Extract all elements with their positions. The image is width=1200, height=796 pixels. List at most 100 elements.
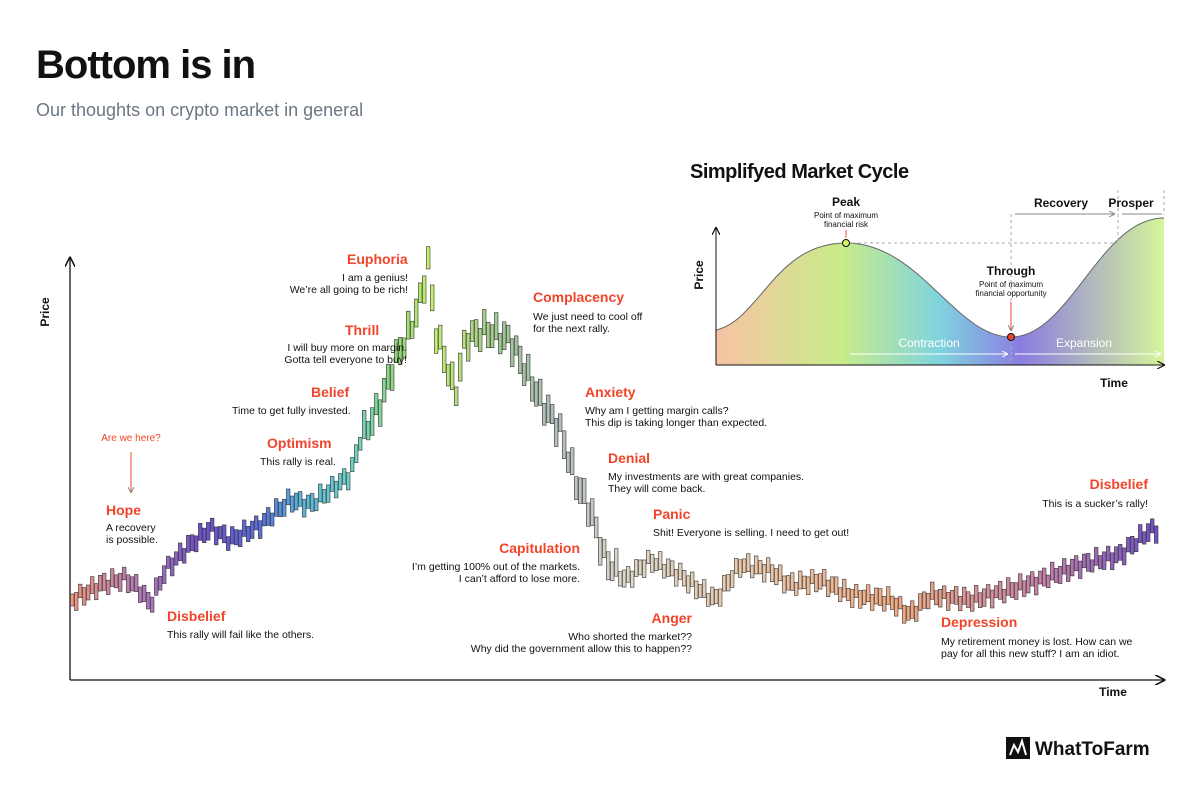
price-bar [822, 569, 827, 587]
price-bar [670, 560, 675, 577]
stage-name: Anxiety [585, 384, 636, 400]
prosper-label: Prosper [1108, 196, 1154, 210]
price-bar [182, 548, 187, 564]
cycle-line [715, 217, 1165, 338]
logo: WhatToFarm [1035, 739, 1150, 760]
price-bar [614, 548, 619, 577]
price-bar [754, 555, 759, 575]
price-bar [98, 575, 103, 592]
price-bar [790, 572, 795, 591]
price-bars [70, 246, 1159, 624]
price-bar [774, 568, 779, 585]
price-bar [466, 333, 471, 362]
price-bar [802, 575, 807, 589]
price-bar [694, 580, 699, 600]
peak-text: Point of maximum [814, 211, 878, 220]
price-bar [1038, 570, 1043, 585]
stage-name: Optimism [267, 435, 332, 451]
stage-text: Gotta tell everyone to buy! [284, 354, 407, 366]
price-bar [846, 587, 851, 601]
price-bar [1130, 535, 1135, 555]
price-bar [1010, 582, 1015, 598]
stage-name: Hope [106, 502, 141, 518]
price-bar [826, 579, 831, 597]
price-bar [574, 476, 579, 500]
price-bar [274, 498, 279, 517]
price-bar [834, 576, 839, 595]
stage-text: We’re all going to be rich! [290, 284, 408, 296]
price-bar [606, 551, 611, 581]
price-bar [942, 585, 947, 599]
price-bar [1046, 574, 1051, 589]
price-bar [602, 539, 607, 558]
price-bar [698, 584, 703, 598]
price-bar [878, 588, 883, 606]
price-bar [546, 394, 551, 423]
price-bar [326, 484, 331, 503]
price-bar [538, 378, 543, 406]
price-bar [282, 498, 287, 517]
price-bar [646, 549, 651, 564]
price-bar [858, 590, 863, 609]
price-bar [198, 523, 203, 541]
price-bar [334, 480, 339, 499]
price-bar [1102, 551, 1107, 570]
price-bar [474, 319, 479, 347]
price-bar [778, 564, 783, 582]
price-bar [870, 594, 875, 611]
price-bar [974, 585, 979, 603]
price-bar [766, 557, 771, 573]
price-bar [930, 581, 935, 600]
price-bar [206, 522, 211, 541]
price-bar [478, 328, 483, 352]
price-bar [634, 559, 639, 577]
price-bar [382, 378, 387, 403]
price-bar [910, 600, 915, 619]
price-bar [490, 324, 495, 349]
price-bar [842, 578, 847, 598]
price-bar [102, 572, 107, 591]
stage-name: Disbelief [1090, 476, 1149, 492]
price-bar [162, 565, 167, 584]
price-bar [194, 535, 199, 553]
price-bar [570, 447, 575, 475]
price-bar [726, 574, 731, 592]
stage-text: This is a sucker’s rally! [1042, 498, 1148, 510]
price-bar [1106, 545, 1111, 562]
price-bar [358, 437, 363, 451]
price-bar [498, 333, 503, 355]
price-bar [118, 573, 123, 592]
price-bar [318, 483, 323, 503]
price-bar [954, 586, 959, 605]
price-bar [378, 399, 383, 427]
price-bar [370, 407, 375, 436]
price-bar [578, 477, 583, 504]
price-bar [402, 337, 407, 359]
price-bar [1054, 568, 1059, 583]
price-bar [594, 516, 599, 539]
price-bar [530, 376, 535, 402]
price-bar [446, 364, 451, 387]
price-bar [886, 586, 891, 605]
price-bar [314, 498, 319, 512]
price-bar [562, 430, 567, 459]
stage-name: Thrill [345, 322, 379, 338]
price-bar [1034, 576, 1039, 596]
stage-text: Why am I getting margin calls? [585, 405, 729, 417]
price-bar [1146, 523, 1151, 542]
price-bar [482, 309, 487, 335]
price-bar [558, 413, 563, 432]
price-bar [222, 524, 227, 544]
stage-text: This rally will fail like the others. [167, 629, 314, 641]
title: Bottom is in [36, 43, 255, 87]
price-bar [374, 393, 379, 415]
price-bar [978, 592, 983, 608]
price-bar [1002, 589, 1007, 604]
price-bar [830, 576, 835, 593]
price-bar [306, 494, 311, 509]
price-bar [186, 535, 191, 553]
price-bar [502, 321, 507, 350]
price-bar [586, 502, 591, 527]
price-bar [218, 526, 223, 540]
price-bar [678, 562, 683, 580]
